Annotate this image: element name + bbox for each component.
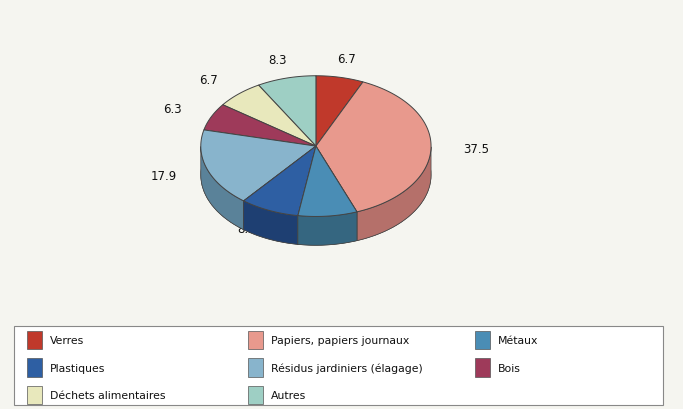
Text: 6.7: 6.7 — [199, 74, 217, 86]
Bar — [27, 359, 42, 377]
Polygon shape — [357, 148, 431, 241]
Ellipse shape — [201, 105, 431, 246]
Text: 17.9: 17.9 — [150, 169, 176, 182]
Text: 8.3: 8.3 — [238, 222, 256, 235]
Text: 8.3: 8.3 — [268, 54, 287, 66]
Bar — [27, 332, 42, 350]
Polygon shape — [223, 86, 316, 147]
Polygon shape — [298, 147, 357, 217]
Polygon shape — [298, 147, 316, 245]
Polygon shape — [201, 147, 244, 230]
Polygon shape — [244, 147, 316, 230]
Polygon shape — [204, 106, 316, 147]
Text: Métaux: Métaux — [498, 336, 538, 346]
Text: Bois: Bois — [498, 363, 521, 373]
Polygon shape — [316, 83, 431, 212]
FancyBboxPatch shape — [14, 326, 663, 405]
Bar — [248, 386, 262, 404]
Text: Autres: Autres — [270, 390, 306, 400]
Polygon shape — [201, 130, 316, 201]
Polygon shape — [316, 76, 363, 147]
Text: Résidus jardiniers (élagage): Résidus jardiniers (élagage) — [270, 362, 422, 373]
Polygon shape — [244, 147, 316, 216]
Text: Verres: Verres — [50, 336, 84, 346]
Bar — [27, 386, 42, 404]
Bar — [248, 359, 262, 377]
Polygon shape — [298, 147, 316, 245]
Text: Plastiques: Plastiques — [50, 363, 105, 373]
Polygon shape — [316, 147, 357, 241]
Polygon shape — [244, 201, 298, 245]
Polygon shape — [316, 147, 357, 241]
Text: Papiers, papiers journaux: Papiers, papiers journaux — [270, 336, 409, 346]
Text: 37.5: 37.5 — [463, 143, 489, 156]
Text: Déchets alimentaires: Déchets alimentaires — [50, 390, 165, 400]
Polygon shape — [298, 212, 357, 246]
Polygon shape — [259, 76, 316, 147]
Text: 8.3: 8.3 — [322, 229, 340, 243]
Bar — [475, 359, 490, 377]
Polygon shape — [244, 147, 316, 230]
Text: 6.3: 6.3 — [163, 103, 182, 116]
Bar — [248, 332, 262, 350]
Bar — [475, 332, 490, 350]
Text: 6.7: 6.7 — [337, 52, 356, 65]
